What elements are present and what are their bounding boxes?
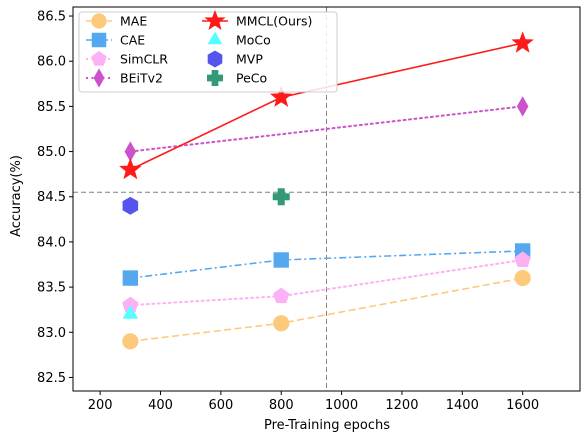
axes: 200 400 600 800 1000 1200 1400 1600 82.5 83.0 83.5…	[37, 6, 581, 413]
data-point-moco	[122, 305, 139, 319]
y-axis-label: Accuracy(%)	[9, 155, 24, 237]
series-markers	[119, 31, 534, 350]
legend-label-beitv2: BEiTv2	[120, 71, 163, 86]
legend-marker-mmcl-ours-	[204, 9, 226, 31]
data-point-mae	[514, 269, 531, 287]
x-axis-label: Pre-Training epochs	[264, 418, 390, 433]
x-tick-label: 800	[269, 398, 294, 413]
legend-marker-moco	[207, 31, 223, 45]
data-point-mvp	[122, 196, 139, 215]
y-tick-label: 85.0	[37, 145, 66, 160]
legend-label-mvp: MVP	[236, 52, 263, 67]
data-point-cae	[122, 270, 139, 286]
legend-label-mae: MAE	[120, 14, 147, 29]
data-point-mmcl-ours-	[119, 157, 142, 180]
data-point-peco	[272, 188, 290, 206]
data-point-mae	[122, 333, 139, 350]
x-tick-label: 400	[148, 398, 173, 413]
legend-label-moco: MoCo	[236, 33, 271, 48]
x-tick-label: 600	[208, 398, 233, 413]
legend: MAE CAE SimCLR BEiTv2 MMCL(Ours) MoCo MVP PeCo	[78, 9, 338, 93]
legend-marker-mvp	[207, 50, 223, 68]
data-point-mae	[273, 315, 290, 332]
y-tick-label: 86.0	[37, 55, 66, 70]
data-point-mmcl-ours-	[269, 85, 293, 107]
legend-label-mmcl-ours-: MMCL(Ours)	[236, 14, 312, 29]
legend-label-simclr: SimCLR	[120, 52, 168, 67]
legend-marker-mae	[91, 13, 107, 29]
legend-marker-simclr	[91, 50, 107, 66]
y-tick-label: 85.5	[37, 100, 66, 115]
legend-label-peco: PeCo	[236, 71, 267, 86]
y-tick-label: 84.0	[37, 235, 66, 250]
data-point-simclr	[273, 287, 290, 304]
data-point-mmcl-ours-	[511, 31, 534, 53]
y-tick-label: 82.5	[37, 371, 66, 386]
series-line-beitv2	[129, 105, 524, 153]
y-tick-label: 86.5	[37, 10, 66, 25]
legend-marker-beitv2	[93, 68, 105, 88]
data-point-beitv2	[516, 96, 529, 117]
x-tick-label: 1400	[446, 398, 479, 413]
legend-marker-peco	[207, 70, 223, 86]
x-tick-label: 200	[88, 398, 113, 413]
legend-box	[78, 11, 338, 93]
data-point-cae	[273, 252, 289, 268]
x-tick-label: 1200	[385, 398, 418, 413]
data-point-simclr	[514, 251, 531, 267]
plot-frame	[72, 6, 581, 392]
legend-marker-cae	[91, 32, 107, 48]
y-tick-label: 83.0	[37, 326, 66, 341]
y-tick-label: 84.5	[37, 190, 66, 205]
x-tick-label: 1600	[506, 398, 539, 413]
x-tick-label: 1000	[325, 398, 358, 413]
legend-label-cae: CAE	[120, 33, 145, 48]
y-tick-label: 83.5	[37, 281, 66, 296]
